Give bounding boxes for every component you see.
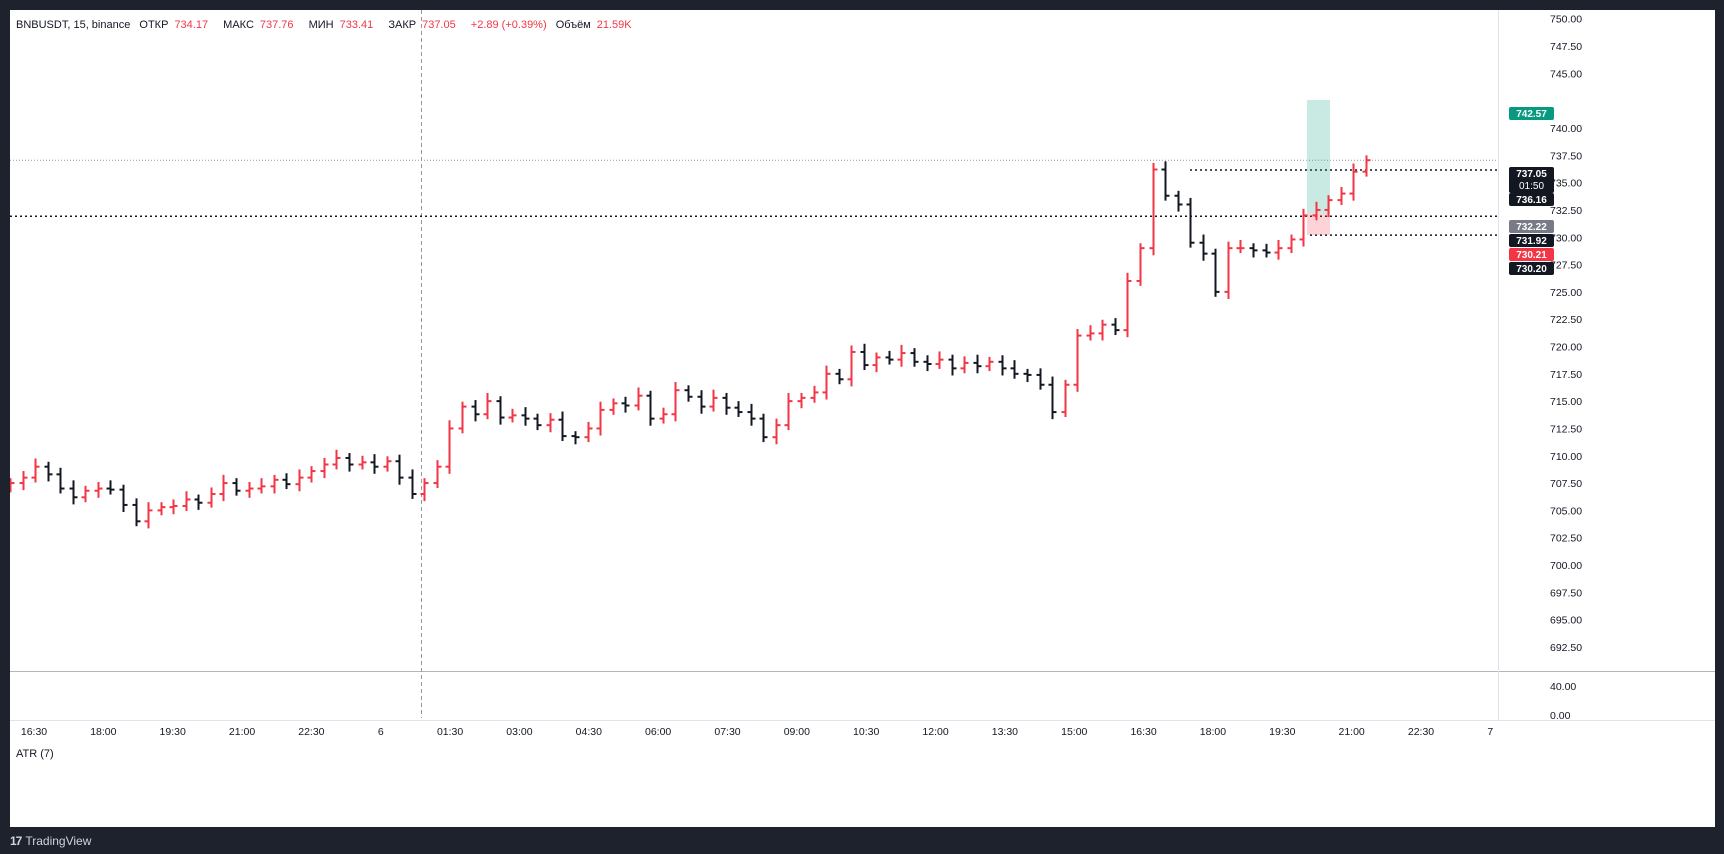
y-tick-label: 695.00 [1550, 615, 1582, 627]
x-tick-label: 21:00 [229, 726, 255, 738]
tradingview-logo[interactable]: 17 TradingView [10, 829, 91, 853]
atr-tick-label: 0.00 [1550, 710, 1571, 722]
symbol-label: BNBUSDT, 15, binance [16, 19, 131, 31]
close-label: ЗАКР [388, 19, 417, 31]
price-label-badge [1509, 220, 1554, 233]
y-tick-label: 747.50 [1550, 41, 1582, 53]
price-label-badge [1509, 167, 1554, 193]
chart-frame: 750.00 747.50 745.00 740.00 737.50 735.00 732.… [10, 10, 1715, 827]
open-value: 734.17 [174, 19, 209, 31]
x-tick-label: 22:30 [298, 726, 324, 738]
price-label-value: 730.20 [1516, 264, 1547, 275]
y-tick-label: 745.00 [1550, 68, 1582, 80]
change-value: +2.89 (+0.39%) [470, 19, 547, 31]
x-tick-label: 01:30 [437, 726, 463, 738]
y-tick-label: 697.50 [1550, 587, 1582, 599]
x-tick-label: 21:00 [1339, 726, 1365, 738]
x-tick-label: 07:30 [714, 726, 740, 738]
y-tick-label: 710.00 [1550, 451, 1582, 463]
y-tick-label: 740.00 [1550, 123, 1582, 135]
x-tick-label: 12:00 [922, 726, 948, 738]
y-tick-label: 715.00 [1550, 396, 1582, 408]
position-stop-zone [1307, 212, 1330, 235]
countdown-label: 01:50 [1519, 181, 1544, 192]
y-tick-label: 750.00 [1550, 14, 1582, 26]
x-tick-label: 09:00 [784, 726, 810, 738]
low-value: 733.41 [339, 19, 374, 31]
y-tick-label: 707.50 [1550, 478, 1582, 490]
x-tick-label: 10:30 [853, 726, 879, 738]
price-label-badge [1509, 234, 1554, 247]
x-tick-label: 04:30 [576, 726, 602, 738]
y-tick-label: 712.50 [1550, 423, 1582, 435]
position-target-zone [1307, 99, 1330, 213]
x-tick-label: 06:00 [645, 726, 671, 738]
price-label-value: 732.22 [1516, 222, 1547, 233]
price-label-badge [1509, 248, 1554, 261]
x-tick-label: 16:30 [1130, 726, 1156, 738]
tradingview-brand: TradingView [25, 834, 92, 848]
price-label-badge [1509, 262, 1554, 275]
price-label-value: 731.92 [1516, 236, 1547, 247]
y-tick-label: 720.00 [1550, 342, 1582, 354]
low-label: МИН [308, 19, 334, 31]
x-tick-label: 6 [378, 726, 384, 738]
price-label-badge [1509, 107, 1554, 120]
volume-value: 21.59K [596, 19, 632, 31]
price-label-value: 730.21 [1516, 250, 1547, 261]
y-tick-label: 735.00 [1550, 178, 1582, 190]
y-tick-label: 717.50 [1550, 369, 1582, 381]
y-tick-label: 725.00 [1550, 287, 1582, 299]
close-value: 737.05 [422, 19, 456, 31]
y-tick-label: 737.50 [1550, 150, 1582, 162]
x-tick-label: 18:00 [90, 726, 116, 738]
y-tick-label: 732.50 [1550, 205, 1582, 217]
x-tick-label: 19:30 [1269, 726, 1295, 738]
symbol-legend: BNBUSDT, 15, binance ОТКР 734.17 МАКС 737.… [16, 19, 644, 31]
y-tick-label: 702.50 [1550, 533, 1582, 545]
high-value: 737.76 [259, 19, 294, 31]
y-tick-label: 722.50 [1550, 314, 1582, 326]
x-tick-label: 22:30 [1408, 726, 1434, 738]
high-label: МАКС [223, 19, 254, 31]
price-label-value: 742.57 [1516, 109, 1547, 120]
atr-tick-label: 40.00 [1550, 681, 1576, 693]
price-label-badge [1509, 193, 1554, 206]
y-tick-label: 692.50 [1550, 642, 1582, 654]
x-tick-label: 15:00 [1061, 726, 1087, 738]
price-chart[interactable]: 750.00747.50745.00740.00737.50735.00732.… [10, 10, 1715, 827]
y-tick-label: 705.00 [1550, 505, 1582, 517]
x-tick-label: 03:00 [506, 726, 532, 738]
open-label: ОТКР [139, 19, 169, 31]
volume-label: Объём [555, 19, 591, 31]
tradingview-logo-icon: 17 [10, 834, 22, 848]
x-tick-label: 19:30 [160, 726, 186, 738]
x-tick-label: 7 [1487, 726, 1493, 738]
y-tick-label: 727.50 [1550, 260, 1582, 272]
x-tick-label: 13:30 [992, 726, 1018, 738]
price-label-value: 737.05 [1516, 169, 1547, 180]
price-label-value: 736.16 [1516, 195, 1547, 206]
y-tick-label: 700.00 [1550, 560, 1582, 572]
atr-indicator-label[interactable]: ATR (7) [16, 748, 54, 760]
y-tick-label: 730.00 [1550, 232, 1582, 244]
x-tick-label: 18:00 [1200, 726, 1226, 738]
x-tick-label: 16:30 [21, 726, 47, 738]
